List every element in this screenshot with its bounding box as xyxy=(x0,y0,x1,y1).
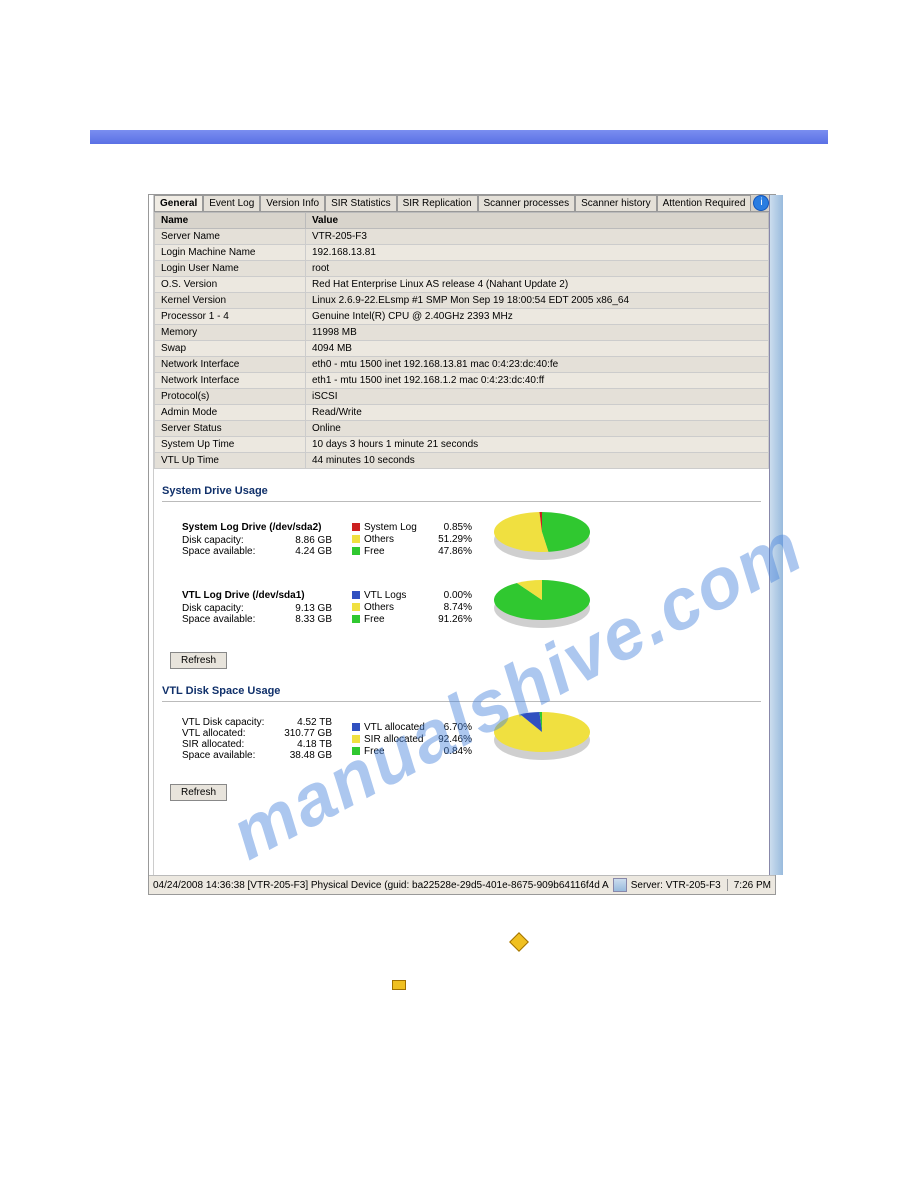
prop-name: System Up Time xyxy=(155,437,306,453)
table-row: Login Machine Name192.168.13.81 xyxy=(155,245,769,261)
prop-name: Server Name xyxy=(155,229,306,245)
vtl-stats: VTL Disk capacity:4.52 TBVTL allocated:3… xyxy=(182,717,332,761)
prop-value: 4094 MB xyxy=(305,341,769,357)
table-row: Processor 1 - 4Genuine Intel(R) CPU @ 2.… xyxy=(155,309,769,325)
pie-chart xyxy=(492,510,592,568)
prop-value: 44 minutes 10 seconds xyxy=(305,453,769,469)
prop-value: Online xyxy=(305,421,769,437)
prop-name: Admin Mode xyxy=(155,405,306,421)
prop-value: VTR-205-F3 xyxy=(305,229,769,245)
tab-version-info[interactable]: Version Info xyxy=(260,195,325,211)
vtl-pie-chart xyxy=(492,710,592,768)
prop-value: eth0 - mtu 1500 inet 192.168.13.81 mac 0… xyxy=(305,357,769,373)
prop-name: Memory xyxy=(155,325,306,341)
table-row: VTL Up Time44 minutes 10 seconds xyxy=(155,453,769,469)
prop-name: Processor 1 - 4 xyxy=(155,309,306,325)
vtl-legend: VTL allocated6.70%SIR allocated92.46%Fre… xyxy=(352,721,472,758)
drive-row: System Log Drive (/dev/sda2)Disk capacit… xyxy=(162,510,761,568)
section-title: System Drive Usage xyxy=(162,481,761,502)
prop-value: 11998 MB xyxy=(305,325,769,341)
diamond-icon xyxy=(509,932,529,952)
prop-value: eth1 - mtu 1500 inet 192.168.1.2 mac 0:4… xyxy=(305,373,769,389)
prop-name: VTL Up Time xyxy=(155,453,306,469)
prop-value: 10 days 3 hours 1 minute 21 seconds xyxy=(305,437,769,453)
drive-stats: VTL Log Drive (/dev/sda1)Disk capacity:9… xyxy=(182,590,332,625)
table-row: System Up Time10 days 3 hours 1 minute 2… xyxy=(155,437,769,453)
table-row: Kernel VersionLinux 2.6.9-22.ELsmp #1 SM… xyxy=(155,293,769,309)
prop-value: Red Hat Enterprise Linux AS release 4 (N… xyxy=(305,277,769,293)
system-drive-usage: System Drive Usage System Log Drive (/de… xyxy=(162,481,761,669)
table-row: Server NameVTR-205-F3 xyxy=(155,229,769,245)
col-name: Name xyxy=(155,213,306,229)
tab-scanner-processes[interactable]: Scanner processes xyxy=(478,195,576,211)
table-row: Login User Nameroot xyxy=(155,261,769,277)
prop-value: root xyxy=(305,261,769,277)
tab-sir-replication[interactable]: SIR Replication xyxy=(397,195,478,211)
prop-name: Server Status xyxy=(155,421,306,437)
table-row: Admin ModeRead/Write xyxy=(155,405,769,421)
prop-name: Swap xyxy=(155,341,306,357)
prop-value: iSCSI xyxy=(305,389,769,405)
table-row: Protocol(s)iSCSI xyxy=(155,389,769,405)
prop-value: Read/Write xyxy=(305,405,769,421)
refresh-button[interactable]: Refresh xyxy=(170,652,227,669)
status-message: 04/24/2008 14:36:38 [VTR-205-F3] Physica… xyxy=(153,880,609,891)
prop-name: Login User Name xyxy=(155,261,306,277)
tab-attention-required[interactable]: Attention Required xyxy=(657,195,752,211)
col-value: Value xyxy=(305,213,769,229)
status-bar: 04/24/2008 14:36:38 [VTR-205-F3] Physica… xyxy=(149,875,775,894)
table-row: Swap4094 MB xyxy=(155,341,769,357)
box-icon xyxy=(392,980,406,990)
pie-chart xyxy=(492,578,592,636)
table-row: Network Interfaceeth1 - mtu 1500 inet 19… xyxy=(155,373,769,389)
properties-table: NameValue Server NameVTR-205-F3Login Mac… xyxy=(154,212,769,469)
drive-stats: System Log Drive (/dev/sda2)Disk capacit… xyxy=(182,522,332,557)
prop-value: Linux 2.6.9-22.ELsmp #1 SMP Mon Sep 19 1… xyxy=(305,293,769,309)
prop-name: Login Machine Name xyxy=(155,245,306,261)
drive-legend: VTL Logs0.00%Others8.74%Free91.26% xyxy=(352,589,472,626)
prop-name: Network Interface xyxy=(155,357,306,373)
table-row: Memory11998 MB xyxy=(155,325,769,341)
content-pane: GeneralEvent LogVersion InfoSIR Statisti… xyxy=(154,195,769,875)
tab-event-log[interactable]: Event Log xyxy=(203,195,260,211)
prop-name: Protocol(s) xyxy=(155,389,306,405)
tab-scanner-history[interactable]: Scanner history xyxy=(575,195,656,211)
status-dropdown[interactable] xyxy=(613,878,627,892)
drive-row: VTL Log Drive (/dev/sda1)Disk capacity:9… xyxy=(162,578,761,636)
header-bar xyxy=(90,130,828,144)
drive-legend: System Log0.85%Others51.29%Free47.86% xyxy=(352,521,472,558)
table-row: O.S. VersionRed Hat Enterprise Linux AS … xyxy=(155,277,769,293)
table-row: Network Interfaceeth0 - mtu 1500 inet 19… xyxy=(155,357,769,373)
tab-bar: GeneralEvent LogVersion InfoSIR Statisti… xyxy=(154,195,769,212)
prop-value: Genuine Intel(R) CPU @ 2.40GHz 2393 MHz xyxy=(305,309,769,325)
prop-name: O.S. Version xyxy=(155,277,306,293)
prop-name: Kernel Version xyxy=(155,293,306,309)
vtl-disk-usage: VTL Disk Space Usage VTL Disk capacity:4… xyxy=(162,681,761,801)
table-row: Server StatusOnline xyxy=(155,421,769,437)
section-title: VTL Disk Space Usage xyxy=(162,681,761,702)
app-window: VTL Servers − VTR-205-F3 +VirtualTape Li… xyxy=(148,194,776,895)
refresh-button[interactable]: Refresh xyxy=(170,784,227,801)
status-server: Server: VTR-205-F3 xyxy=(631,880,721,891)
tab-sir-statistics[interactable]: SIR Statistics xyxy=(325,195,396,211)
tab-general[interactable]: General xyxy=(154,195,203,211)
prop-value: 192.168.13.81 xyxy=(305,245,769,261)
status-time: 7:26 PM xyxy=(734,880,771,891)
prop-name: Network Interface xyxy=(155,373,306,389)
info-icon[interactable]: i xyxy=(753,195,769,211)
scrollbar[interactable] xyxy=(769,195,783,875)
